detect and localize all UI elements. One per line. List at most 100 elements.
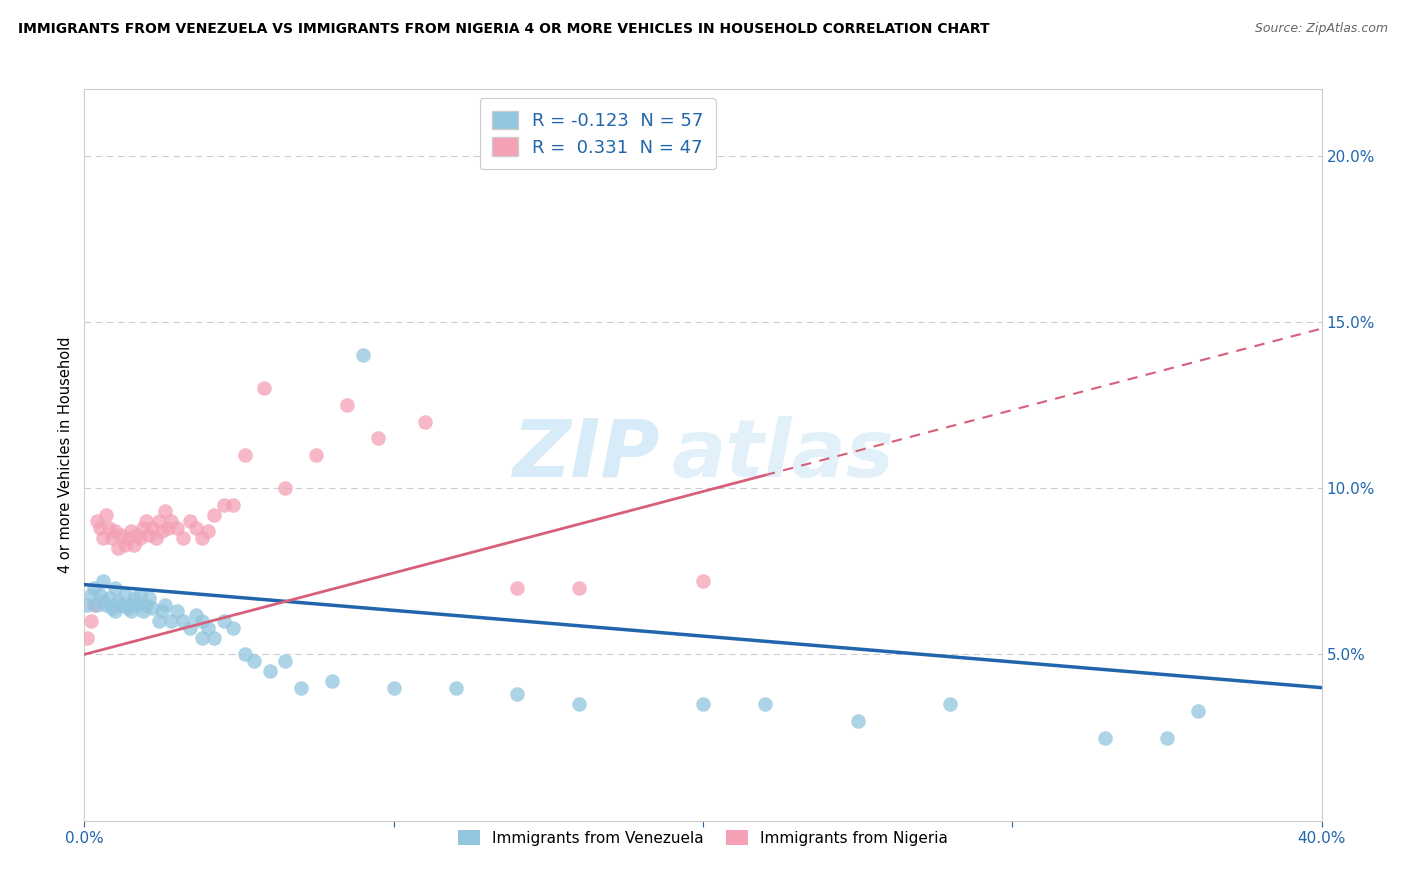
Point xyxy=(202,631,225,645)
Point xyxy=(156,521,179,535)
Point xyxy=(150,524,173,539)
Point xyxy=(135,598,157,612)
Point xyxy=(191,614,214,628)
Point xyxy=(86,515,108,529)
Point xyxy=(132,604,155,618)
Text: atlas: atlas xyxy=(672,416,894,494)
Point xyxy=(98,591,121,605)
Point xyxy=(91,574,114,589)
Point xyxy=(98,521,121,535)
Point xyxy=(197,524,219,539)
Point xyxy=(160,614,183,628)
Point xyxy=(336,398,359,412)
Point xyxy=(568,698,591,712)
Point xyxy=(94,508,117,522)
Point xyxy=(104,604,127,618)
Point xyxy=(150,604,173,618)
Point xyxy=(89,588,111,602)
Point xyxy=(104,581,127,595)
Point xyxy=(172,531,194,545)
Point xyxy=(222,621,245,635)
Point xyxy=(89,521,111,535)
Point xyxy=(114,588,136,602)
Point xyxy=(506,687,529,701)
Point xyxy=(91,594,114,608)
Point xyxy=(166,604,188,618)
Point xyxy=(939,698,962,712)
Point xyxy=(382,681,405,695)
Point xyxy=(132,521,155,535)
Point xyxy=(233,648,256,662)
Text: ZIP: ZIP xyxy=(512,416,659,494)
Point xyxy=(138,527,160,541)
Point xyxy=(222,498,245,512)
Point xyxy=(76,598,98,612)
Point xyxy=(91,531,114,545)
Point xyxy=(79,614,101,628)
Point xyxy=(101,600,124,615)
Point xyxy=(129,531,152,545)
Point xyxy=(122,538,145,552)
Point xyxy=(120,598,142,612)
Point xyxy=(141,600,163,615)
Point xyxy=(153,504,176,518)
Point xyxy=(305,448,328,462)
Point xyxy=(117,531,139,545)
Point xyxy=(101,531,124,545)
Point xyxy=(125,598,148,612)
Point xyxy=(321,673,343,688)
Point xyxy=(148,515,170,529)
Point xyxy=(160,515,183,529)
Point xyxy=(352,348,374,362)
Point xyxy=(253,381,276,395)
Point xyxy=(202,508,225,522)
Point xyxy=(413,415,436,429)
Point xyxy=(120,524,142,539)
Point xyxy=(110,527,132,541)
Point xyxy=(122,591,145,605)
Point xyxy=(110,598,132,612)
Point xyxy=(166,521,188,535)
Point xyxy=(290,681,312,695)
Point xyxy=(138,591,160,605)
Point xyxy=(76,631,98,645)
Point xyxy=(83,581,105,595)
Point xyxy=(120,604,142,618)
Point xyxy=(692,698,714,712)
Point xyxy=(94,598,117,612)
Point xyxy=(135,515,157,529)
Point xyxy=(259,664,281,678)
Point xyxy=(129,588,152,602)
Point xyxy=(184,521,207,535)
Point xyxy=(212,498,235,512)
Text: Source: ZipAtlas.com: Source: ZipAtlas.com xyxy=(1254,22,1388,36)
Point xyxy=(197,621,219,635)
Y-axis label: 4 or more Vehicles in Household: 4 or more Vehicles in Household xyxy=(58,336,73,574)
Point xyxy=(172,614,194,628)
Point xyxy=(1187,704,1209,718)
Point xyxy=(104,524,127,539)
Point xyxy=(107,594,129,608)
Point xyxy=(568,581,591,595)
Point xyxy=(212,614,235,628)
Point xyxy=(107,541,129,555)
Point xyxy=(233,448,256,462)
Point xyxy=(114,538,136,552)
Point xyxy=(692,574,714,589)
Point xyxy=(191,531,214,545)
Point xyxy=(754,698,776,712)
Text: IMMIGRANTS FROM VENEZUELA VS IMMIGRANTS FROM NIGERIA 4 OR MORE VEHICLES IN HOUSE: IMMIGRANTS FROM VENEZUELA VS IMMIGRANTS … xyxy=(18,22,990,37)
Point xyxy=(506,581,529,595)
Point xyxy=(444,681,467,695)
Point xyxy=(148,614,170,628)
Point xyxy=(125,527,148,541)
Legend: Immigrants from Venezuela, Immigrants from Nigeria: Immigrants from Venezuela, Immigrants fr… xyxy=(450,822,956,854)
Point xyxy=(153,598,176,612)
Point xyxy=(243,654,266,668)
Point xyxy=(1094,731,1116,745)
Point xyxy=(141,521,163,535)
Point xyxy=(191,631,214,645)
Point xyxy=(83,598,105,612)
Point xyxy=(1156,731,1178,745)
Point xyxy=(184,607,207,622)
